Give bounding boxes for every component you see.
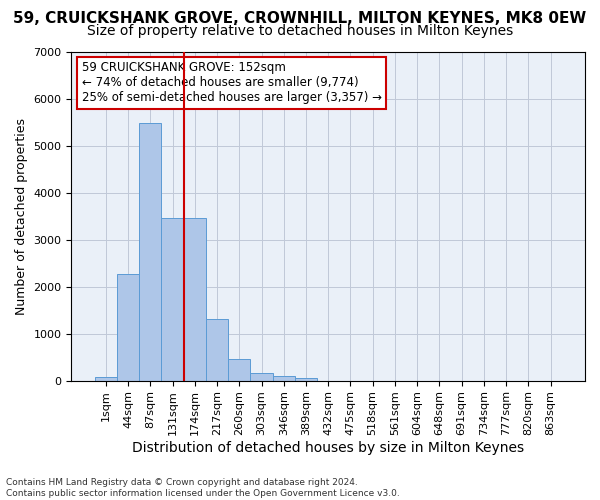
Text: Size of property relative to detached houses in Milton Keynes: Size of property relative to detached ho… [87, 24, 513, 38]
Bar [206, 319, 228, 380]
Bar [250, 374, 272, 380]
Bar [228, 358, 250, 380]
X-axis label: Distribution of detached houses by size in Milton Keynes: Distribution of detached houses by size … [132, 441, 524, 455]
Y-axis label: Number of detached properties: Number of detached properties [15, 118, 28, 314]
Bar [184, 218, 206, 380]
Bar [272, 376, 295, 380]
Text: Contains HM Land Registry data © Crown copyright and database right 2024.
Contai: Contains HM Land Registry data © Crown c… [6, 478, 400, 498]
Bar [161, 218, 184, 380]
Bar [95, 377, 117, 380]
Text: 59 CRUICKSHANK GROVE: 152sqm
← 74% of detached houses are smaller (9,774)
25% of: 59 CRUICKSHANK GROVE: 152sqm ← 74% of de… [82, 62, 382, 104]
Bar [295, 378, 317, 380]
Bar [117, 274, 139, 380]
Text: 59, CRUICKSHANK GROVE, CROWNHILL, MILTON KEYNES, MK8 0EW: 59, CRUICKSHANK GROVE, CROWNHILL, MILTON… [13, 11, 587, 26]
Bar [139, 123, 161, 380]
